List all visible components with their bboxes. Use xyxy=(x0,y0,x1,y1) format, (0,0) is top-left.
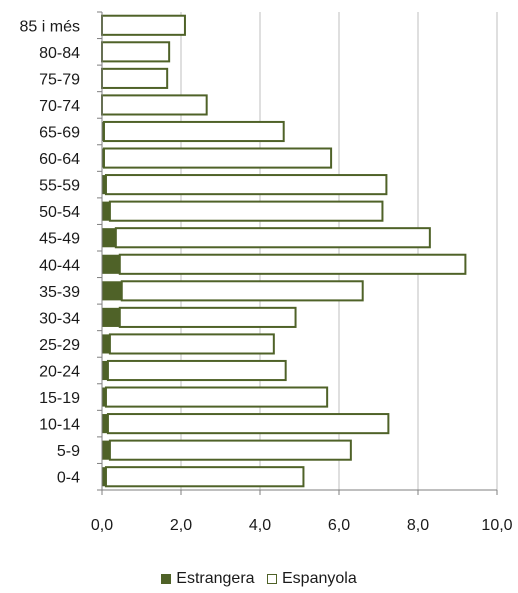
x-tick-label: 6,0 xyxy=(328,517,350,534)
category-label: 0-4 xyxy=(57,470,80,487)
x-tick-label: 2,0 xyxy=(170,517,192,534)
x-tick-label: 0,0 xyxy=(91,517,113,534)
legend-label-estrangera: Estrangera xyxy=(176,570,255,587)
category-label: 20-24 xyxy=(39,364,80,381)
gridlines xyxy=(180,12,498,490)
bar-espanyola-40-44 xyxy=(118,253,467,275)
category-label: 60-64 xyxy=(39,151,80,168)
category-label: 5-9 xyxy=(57,443,80,460)
bar-espanyola-0-4 xyxy=(104,466,305,488)
category-label: 75-79 xyxy=(39,71,80,88)
bar-espanyola-10-14 xyxy=(106,413,390,435)
bar-espanyola-65-69 xyxy=(102,120,285,143)
legend-swatch-estrangera xyxy=(161,574,172,584)
bar-estrangera-35-39 xyxy=(102,281,122,301)
bar-espanyola-35-39 xyxy=(120,280,364,302)
category-label: 65-69 xyxy=(39,125,80,142)
legend: Estrangera Espanyola xyxy=(0,570,518,589)
x-tick-labels: 0,0 2,0 4,0 6,0 8,0 10,0 xyxy=(91,517,513,534)
category-label: 30-34 xyxy=(39,310,80,327)
bar-estrangera-55-59 xyxy=(102,175,106,195)
bar-espanyola-5-9 xyxy=(108,439,352,461)
legend-item-espanyola: Espanyola xyxy=(267,570,357,588)
bar-espanyola-55-59 xyxy=(104,174,388,196)
category-label: 50-54 xyxy=(39,204,80,221)
bar-estrangera-20-24 xyxy=(102,360,108,381)
x-tick-label: 10,0 xyxy=(481,517,512,534)
category-label: 35-39 xyxy=(39,284,80,301)
category-label: 55-59 xyxy=(39,178,80,195)
bar-estrangera-5-9 xyxy=(102,440,110,460)
bar-espanyola-60-64 xyxy=(102,147,333,169)
bar-estrangera-10-14 xyxy=(102,414,108,434)
legend-label-espanyola: Espanyola xyxy=(282,570,357,587)
category-label: 10-14 xyxy=(39,417,80,434)
bar-espanyola-50-54 xyxy=(108,200,384,222)
category-label: 80-84 xyxy=(39,45,80,62)
bar-espanyola-25-29 xyxy=(108,333,275,355)
bar-espanyola-15-19 xyxy=(104,386,329,408)
category-label: 70-74 xyxy=(39,98,80,115)
bar-estrangera-30-34 xyxy=(102,307,120,327)
bar-espanyola-30-34 xyxy=(118,306,297,328)
category-label: 85 i més xyxy=(20,18,80,35)
bar-estrangera-40-44 xyxy=(102,254,120,274)
bar-estrangera-50-54 xyxy=(102,201,110,221)
category-label: 25-29 xyxy=(39,337,80,354)
bar-espanyola-20-24 xyxy=(106,359,287,382)
bars xyxy=(101,14,467,488)
bar-estrangera-45-49 xyxy=(102,228,116,248)
legend-item-estrangera: Estrangera xyxy=(161,570,255,588)
bar-espanyola-80-84 xyxy=(101,41,171,63)
bar-espanyola-70-74 xyxy=(101,94,208,116)
category-label: 15-19 xyxy=(39,390,80,407)
bar-estrangera-0-4 xyxy=(102,467,106,487)
bar-estrangera-25-29 xyxy=(102,334,110,354)
x-tick-label: 4,0 xyxy=(249,517,271,534)
bar-espanyola-75-79 xyxy=(101,67,169,89)
category-label: 40-44 xyxy=(39,257,80,274)
bar-estrangera-15-19 xyxy=(102,387,106,407)
bar-espanyola-45-49 xyxy=(114,227,431,249)
legend-swatch-espanyola xyxy=(267,574,277,584)
category-labels: 0-4 5-9 10-14 15-19 20-24 25-29 30-34 35-39 40-4… xyxy=(20,18,81,486)
axes xyxy=(97,11,498,495)
bar-espanyola-85-i-més xyxy=(101,14,186,36)
x-tick-label: 8,0 xyxy=(407,517,429,534)
category-label: 45-49 xyxy=(39,231,80,248)
